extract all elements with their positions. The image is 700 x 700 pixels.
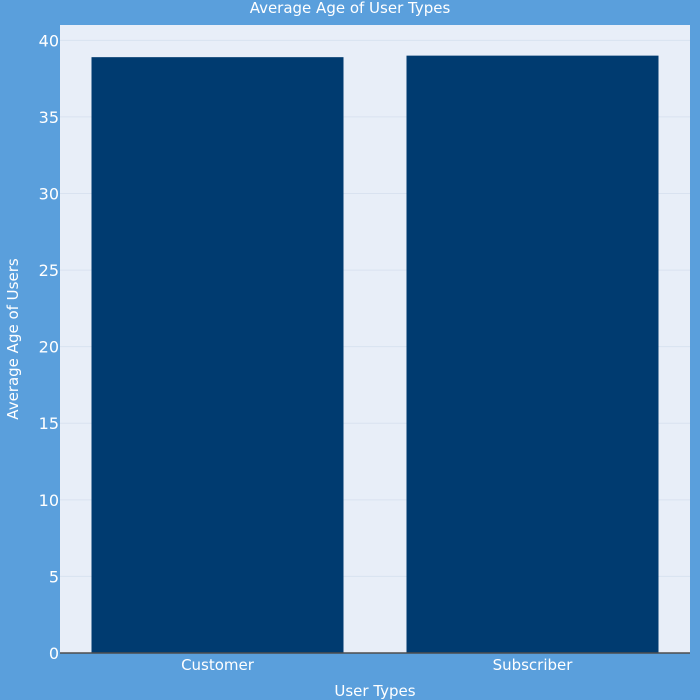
y-tick-label: 10 xyxy=(39,491,59,510)
y-tick-label: 15 xyxy=(39,414,59,433)
bars xyxy=(91,55,659,654)
y-axis-ticks: 0 5 10 15 20 25 30 35 40 xyxy=(39,31,59,663)
y-axis-title: Average Age of Users xyxy=(4,258,22,420)
y-tick-label: 0 xyxy=(49,644,59,663)
bar-subscriber xyxy=(406,55,659,653)
x-axis-title: User Types xyxy=(334,682,415,700)
y-tick-label: 35 xyxy=(39,108,59,127)
y-tick-label: 20 xyxy=(39,338,59,357)
x-tick-label: Customer xyxy=(181,656,255,674)
x-axis-ticks: Customer Subscriber xyxy=(181,656,573,674)
bar-customer xyxy=(91,57,344,654)
y-tick-label: 5 xyxy=(49,567,59,586)
x-tick-label: Subscriber xyxy=(493,656,574,674)
chart-title: Average Age of User Types xyxy=(250,0,451,17)
y-tick-label: 40 xyxy=(39,31,59,50)
y-tick-label: 30 xyxy=(39,184,59,203)
y-tick-label: 25 xyxy=(39,261,59,280)
